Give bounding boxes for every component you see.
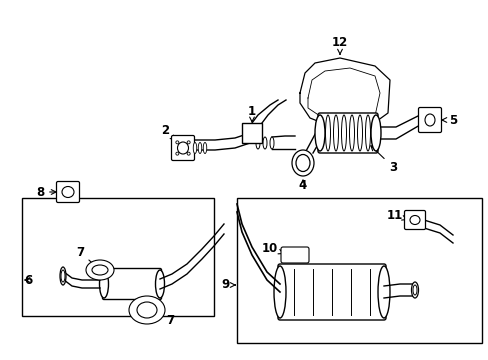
Ellipse shape <box>291 150 313 176</box>
Ellipse shape <box>411 282 418 298</box>
Ellipse shape <box>187 152 190 155</box>
FancyBboxPatch shape <box>317 113 377 153</box>
Text: 10: 10 <box>262 242 283 255</box>
FancyBboxPatch shape <box>102 269 161 300</box>
Ellipse shape <box>409 216 419 225</box>
Ellipse shape <box>60 267 66 285</box>
Text: 4: 4 <box>298 179 306 192</box>
FancyBboxPatch shape <box>278 264 385 320</box>
FancyBboxPatch shape <box>281 247 308 263</box>
Ellipse shape <box>62 186 74 198</box>
Ellipse shape <box>137 302 157 318</box>
Text: 7: 7 <box>156 314 174 327</box>
Ellipse shape <box>203 143 206 153</box>
Text: 7: 7 <box>76 246 97 267</box>
Ellipse shape <box>256 137 260 149</box>
Bar <box>22 198 214 316</box>
Ellipse shape <box>377 266 389 318</box>
Text: 1: 1 <box>247 104 256 122</box>
FancyBboxPatch shape <box>404 211 425 230</box>
Ellipse shape <box>61 270 65 282</box>
Ellipse shape <box>187 141 190 144</box>
Text: 3: 3 <box>370 146 396 174</box>
Text: 11: 11 <box>386 208 406 221</box>
FancyBboxPatch shape <box>57 181 80 202</box>
Ellipse shape <box>92 265 108 275</box>
Ellipse shape <box>198 143 202 153</box>
Ellipse shape <box>370 115 380 151</box>
Ellipse shape <box>193 143 196 153</box>
Ellipse shape <box>155 270 164 298</box>
Ellipse shape <box>263 137 266 149</box>
Text: 5: 5 <box>441 113 456 126</box>
Ellipse shape <box>424 114 434 126</box>
Ellipse shape <box>177 142 188 154</box>
Ellipse shape <box>295 154 309 171</box>
Ellipse shape <box>314 115 325 151</box>
Ellipse shape <box>176 152 179 155</box>
Ellipse shape <box>86 260 114 280</box>
Text: 9: 9 <box>221 279 235 292</box>
Text: 6: 6 <box>24 274 32 287</box>
FancyBboxPatch shape <box>171 135 194 161</box>
Text: 12: 12 <box>331 36 347 54</box>
Ellipse shape <box>412 285 416 295</box>
FancyBboxPatch shape <box>418 108 441 132</box>
Ellipse shape <box>273 266 285 318</box>
Text: 2: 2 <box>161 123 175 140</box>
Ellipse shape <box>129 296 164 324</box>
Ellipse shape <box>269 137 273 149</box>
Bar <box>237 198 481 343</box>
Bar <box>242 123 262 143</box>
Text: 8: 8 <box>36 185 56 198</box>
Ellipse shape <box>176 141 179 144</box>
Ellipse shape <box>99 270 108 298</box>
